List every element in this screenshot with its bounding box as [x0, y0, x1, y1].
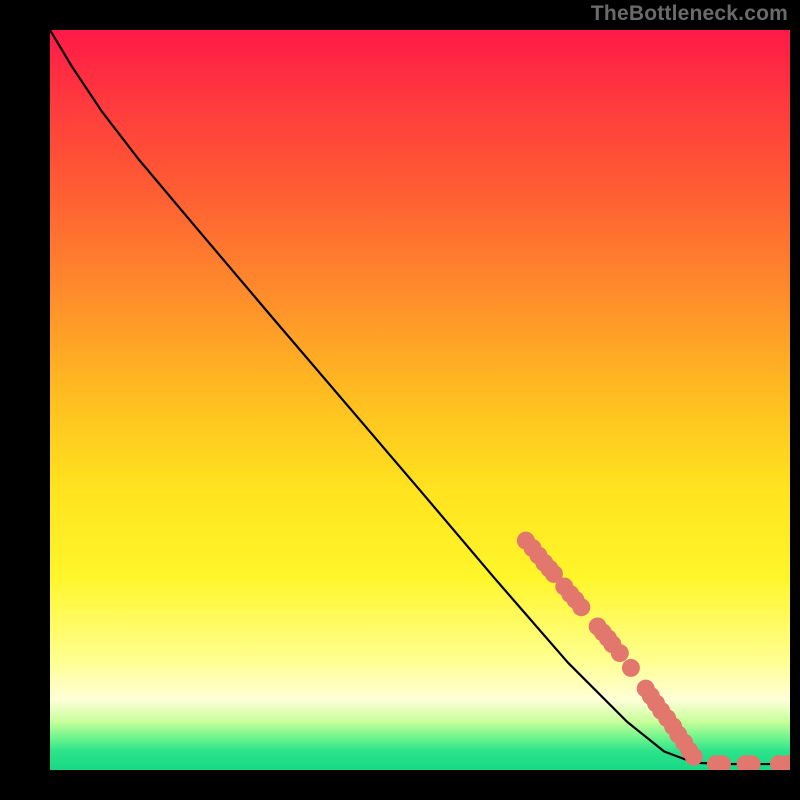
plot-svg	[50, 30, 790, 770]
data-point	[572, 598, 590, 616]
plot-area	[50, 30, 790, 770]
data-point	[622, 659, 640, 677]
gradient-background	[50, 30, 790, 770]
data-point	[611, 644, 629, 662]
chart-frame: TheBottleneck.com	[0, 0, 800, 800]
attribution-text: TheBottleneck.com	[591, 2, 788, 26]
data-point	[685, 748, 703, 766]
